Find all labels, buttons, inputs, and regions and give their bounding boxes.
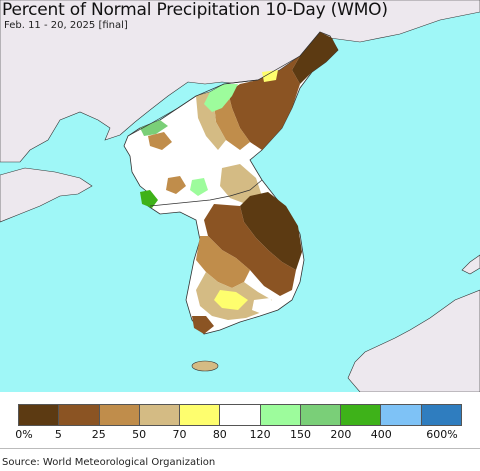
map-title: Percent of Normal Precipitation 10-Day (… — [2, 0, 388, 20]
legend-label-3: 50 — [132, 428, 147, 441]
dmz-border — [149, 179, 263, 207]
legend-label-8: 200 — [330, 428, 352, 441]
footer: Source: World Meteorological Organizatio… — [0, 448, 480, 471]
region-central-green — [190, 178, 208, 196]
legend-swatch-0 — [19, 405, 60, 425]
mainland-china-russia — [0, 0, 480, 163]
legend-swatch-2 — [99, 405, 140, 425]
legend-swatch-9 — [381, 405, 422, 425]
legend-swatch-10 — [421, 405, 461, 425]
region-south-brown — [204, 204, 296, 296]
region-coast-green — [140, 190, 158, 208]
legend-swatch-4 — [180, 405, 221, 425]
legend-swatch-8 — [341, 405, 382, 425]
legend-swatch-5 — [220, 405, 261, 425]
region-sw-tip-brown — [192, 316, 214, 334]
legend-swatch-7 — [300, 405, 342, 425]
legend-color-bar — [18, 404, 462, 426]
region-west-green — [140, 120, 168, 136]
legend-label-7: 150 — [290, 428, 312, 441]
legend-label-2: 25 — [91, 428, 106, 441]
region-south-yellow — [214, 290, 248, 310]
legend-label-4: 70 — [172, 428, 187, 441]
legend-swatch-1 — [59, 405, 100, 425]
legend-label-5: 80 — [212, 428, 227, 441]
region-pyongyang-tan — [166, 176, 186, 194]
precipitation-map — [0, 0, 480, 392]
region-south-white — [252, 298, 276, 314]
region-west-tan — [148, 132, 172, 150]
japan-islands — [347, 289, 480, 392]
shandong-peninsula — [0, 167, 93, 223]
region-central-brown — [220, 164, 262, 204]
legend-labels: 0% 5 25 50 70 80 120 150 200 400 600% — [0, 428, 480, 442]
region-nw-green — [204, 84, 238, 112]
legend-label-1: 5 — [54, 428, 62, 441]
china-korea-border — [127, 31, 321, 137]
legend-label-9: 400 — [370, 428, 392, 441]
legend-label-6: 120 — [249, 428, 271, 441]
jeju-island — [191, 360, 219, 372]
region-north-brown — [228, 56, 300, 150]
region-ne-tip — [292, 32, 338, 84]
legend-label-0: 0% — [15, 428, 33, 441]
source-credit: Source: World Meteorological Organizatio… — [2, 457, 216, 468]
region-north-lighttan — [196, 92, 226, 150]
legend-swatch-3 — [139, 405, 181, 425]
region-south-east-darkbrown — [240, 192, 302, 270]
map-subtitle: Feb. 11 - 20, 2025 [final] — [4, 20, 128, 31]
region-north-yellow — [262, 70, 278, 82]
legend-swatch-6 — [260, 405, 301, 425]
japan-north-coast — [461, 254, 480, 275]
region-south-tan — [196, 236, 250, 288]
legend-label-10: 600% — [426, 428, 458, 441]
